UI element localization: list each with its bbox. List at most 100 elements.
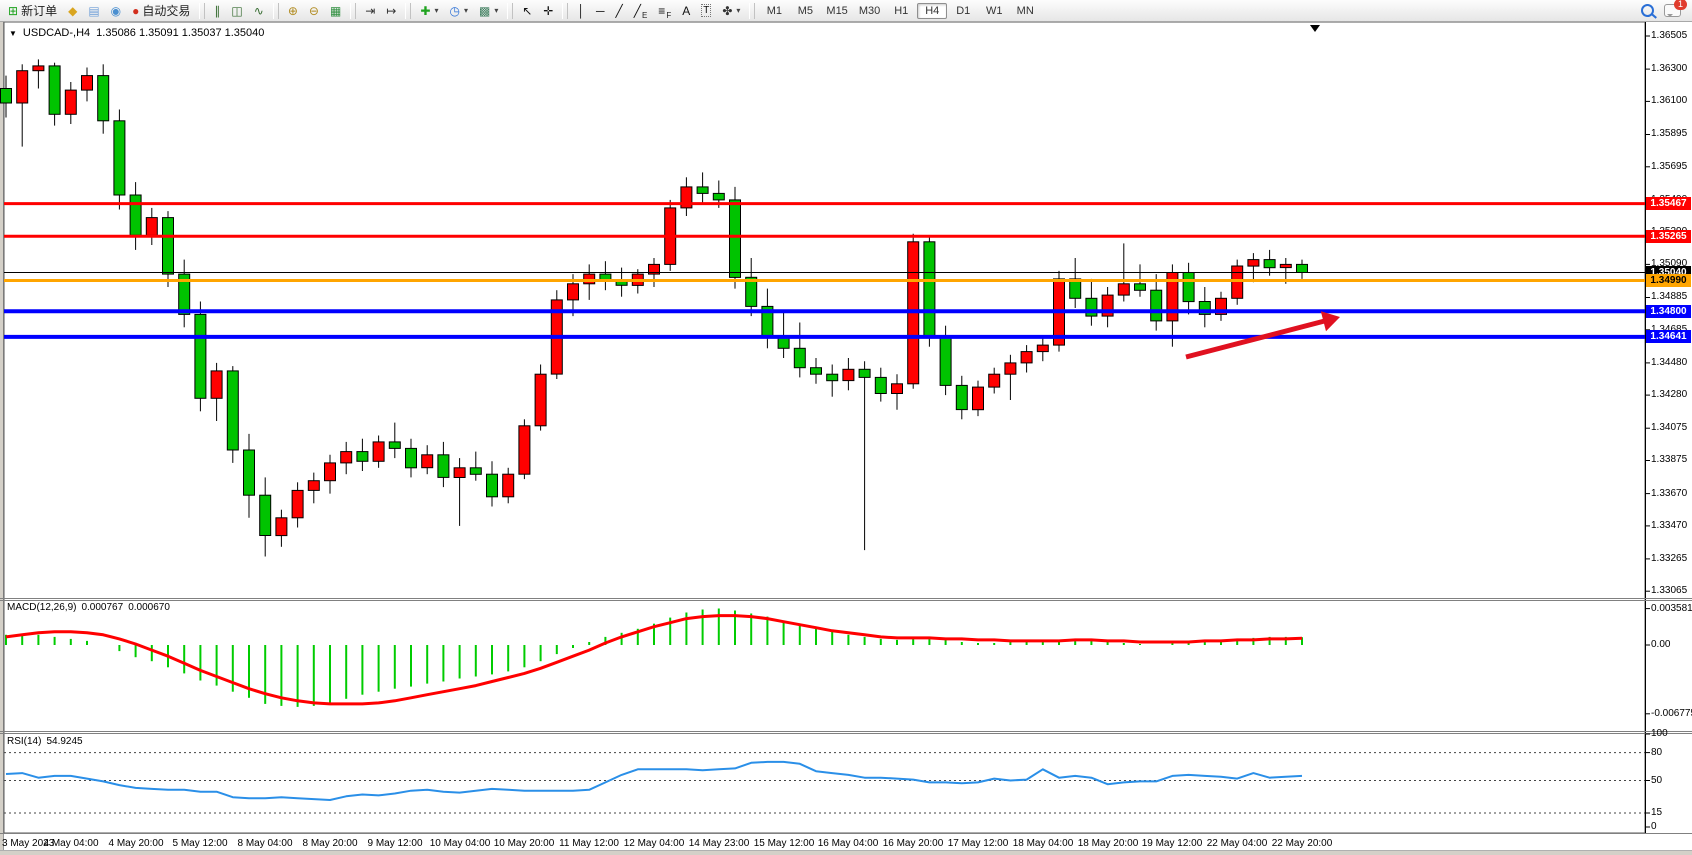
notification-count-badge: 1 (1674, 0, 1687, 10)
symbol-period-label: USDCAD-,H4 (22, 27, 91, 39)
time-tick: 8 May 04:00 (237, 838, 293, 849)
vertical-line-button[interactable]: │ (572, 1, 590, 21)
timeframe-D1[interactable]: D1 (956, 4, 971, 17)
annotation-arrow-head (1320, 311, 1340, 332)
candlestick-chart-button[interactable]: ◫ (226, 1, 247, 21)
price-tick: 1.36100 (1651, 95, 1688, 106)
text-label-button[interactable]: T (696, 1, 716, 21)
crosshair-button[interactable]: ✛ (538, 1, 558, 21)
quotes-button[interactable]: ◆ (63, 1, 82, 21)
main-toolbar: ⊞ 新订单 ◆ ▤ ◉ ● 自动交易 ∥ ◫ ∿ ⊕ ⊖ ▦ ⇥ ↦ ✚ ▾ ◷ ▾ ▩ ▾ ↖ ✛ │ ─ ╱ ╱ E ≡ F A T ✤ ▾ M… (0, 0, 1692, 22)
macd-name: MACD(12,26,9) (7, 602, 77, 613)
time-tick: 18 May 20:00 (1077, 838, 1139, 849)
quotes-icon: ◆ (68, 3, 78, 18)
toolbar-separator (350, 2, 357, 19)
time-tick: 4 May 20:00 (108, 838, 164, 849)
timeframe-H1[interactable]: H1 (894, 4, 909, 17)
cursor-icon: ↖ (522, 3, 533, 18)
zoom-out-icon: ⊖ (308, 3, 319, 18)
toolbar-separator (749, 2, 756, 19)
indicators-button[interactable]: ✚ ▾ (415, 1, 443, 21)
price-level-badge: 1.34990 (1646, 274, 1691, 287)
new-order-label: 新订单 (21, 4, 58, 18)
time-tick: 22 May 04:00 (1206, 838, 1268, 849)
timeframe-H4[interactable]: H4 (917, 2, 948, 19)
auto-trading-button[interactable]: ● 自动交易 (127, 1, 195, 21)
price-level-badge: 1.34800 (1646, 305, 1691, 318)
toolbar-separator (507, 2, 514, 19)
notifications-icon[interactable]: 1 (1664, 0, 1687, 17)
time-tick: 5 May 12:00 (172, 838, 228, 849)
text-button[interactable]: A (677, 1, 695, 21)
trendline-button[interactable]: ╱ (610, 1, 627, 21)
timeframe-M30[interactable]: M30 (858, 4, 881, 17)
crosshair-icon: ✛ (543, 3, 554, 18)
toolbar-right-icons: 1 (1641, 0, 1689, 17)
new-order-icon: ⊞ (8, 3, 19, 18)
timeframe-W1[interactable]: W1 (985, 4, 1003, 17)
price-tick: 1.35895 (1651, 128, 1688, 139)
trendline-icon: ╱ (615, 3, 623, 18)
market-depth-button[interactable]: ▤ (83, 1, 104, 21)
periods-button[interactable]: ◷ ▾ (444, 1, 473, 21)
chevron-down-icon: ▾ (494, 6, 499, 15)
fibonacci-sub: F (666, 10, 672, 20)
indicators-icon: ✚ (420, 3, 431, 18)
chart-shift-icon: ↦ (386, 3, 397, 18)
text-icon: A (682, 3, 691, 18)
rsi-line (5, 760, 1303, 801)
cursor-button[interactable]: ↖ (517, 1, 537, 21)
auto-scroll-button[interactable]: ⇥ (360, 1, 380, 21)
tile-windows-button[interactable]: ▦ (325, 1, 346, 21)
chart-shift-marker[interactable] (1310, 25, 1320, 32)
price-tick: 1.33875 (1651, 454, 1688, 465)
bar-chart-button[interactable]: ∥ (209, 1, 225, 21)
zoom-out-button[interactable]: ⊖ (304, 1, 324, 21)
fibonacci-button[interactable]: ≡ F (653, 1, 676, 21)
rsi-tick: 50 (1651, 775, 1663, 786)
line-chart-button[interactable]: ∿ (249, 1, 269, 21)
time-tick: 3 May 2023 (2, 838, 55, 849)
chart-window[interactable] (0, 22, 1692, 855)
candlestick-chart-icon: ◫ (231, 3, 243, 18)
price-tick: 1.33065 (1651, 585, 1688, 596)
price-tick: 1.34480 (1651, 357, 1688, 368)
signals-button[interactable]: ◉ (106, 1, 126, 21)
rsi-tick: 0 (1651, 821, 1657, 832)
timeframe-M5[interactable]: M5 (797, 4, 814, 17)
timeframe-MN[interactable]: MN (1016, 4, 1034, 17)
shapes-button[interactable]: ✤ ▾ (717, 1, 745, 21)
macd-tick: 0.003581 (1651, 603, 1692, 614)
price-tick: 1.36505 (1651, 30, 1688, 41)
price-level-badge: 1.35467 (1646, 197, 1691, 210)
timeframe-M1[interactable]: M1 (766, 4, 783, 17)
chart-shift-button[interactable]: ↦ (381, 1, 401, 21)
rsi-indicator-header: RSI(14) 54.9245 (7, 736, 83, 747)
price-tick: 1.34885 (1651, 291, 1688, 302)
time-tick: 9 May 12:00 (367, 838, 423, 849)
time-tick: 11 May 12:00 (559, 838, 619, 849)
shapes-icon: ✤ (722, 3, 733, 18)
price-tick: 1.34685 (1651, 324, 1692, 335)
tile-windows-icon: ▦ (329, 3, 342, 18)
rsi-name: RSI(14) (7, 736, 42, 747)
rsi-tick: 15 (1651, 807, 1663, 818)
rsi-tick: 80 (1651, 747, 1663, 758)
equidistant-channel-button[interactable]: ╱ E (629, 1, 653, 21)
toolbar-separator (562, 2, 569, 19)
new-order-button[interactable]: ⊞ 新订单 (3, 1, 62, 21)
templates-button[interactable]: ▩ ▾ (474, 1, 503, 21)
equidistant-channel-icon: ╱ (633, 3, 641, 18)
price-tick: 1.33470 (1651, 520, 1688, 531)
collapse-icon[interactable]: ▼ (9, 28, 17, 38)
search-icon[interactable] (1641, 4, 1654, 17)
zoom-in-button[interactable]: ⊕ (283, 1, 303, 21)
time-tick: 16 May 04:00 (817, 838, 879, 849)
horizontal-line-button[interactable]: ─ (591, 1, 610, 21)
time-tick: 14 May 23:00 (688, 838, 750, 849)
timeframe-M15[interactable]: M15 (826, 4, 848, 17)
equidistant-channel-sub: E (641, 10, 648, 20)
time-tick: 18 May 04:00 (1012, 838, 1074, 849)
price-tick: 1.36300 (1651, 63, 1688, 74)
annotation-arrow[interactable] (1185, 317, 1331, 360)
